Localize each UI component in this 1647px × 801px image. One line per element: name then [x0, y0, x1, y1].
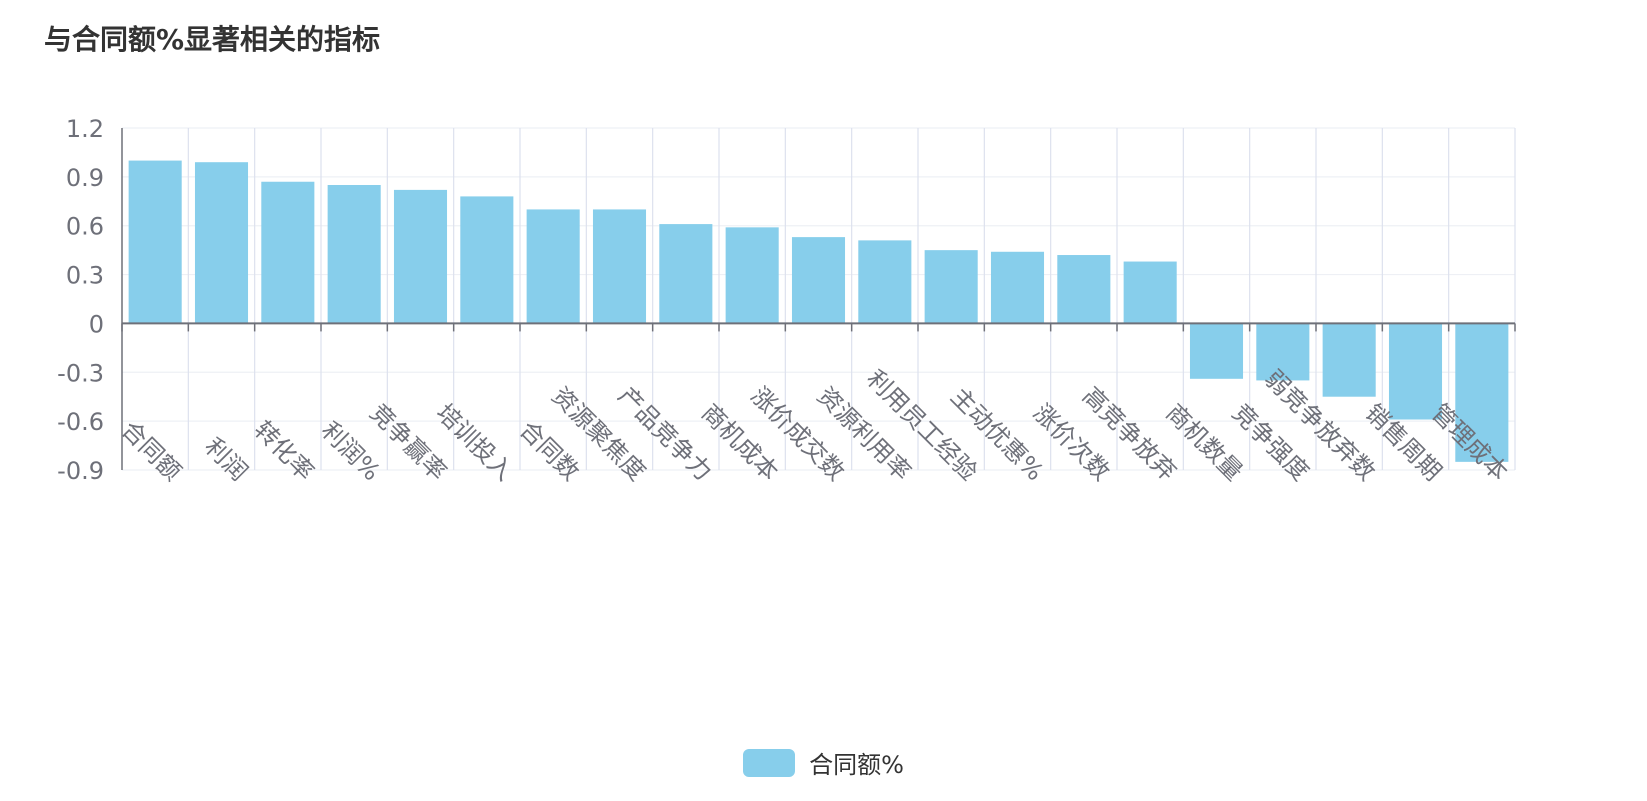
y-tick-label: 0.3 — [66, 262, 104, 290]
x-tick-label: 利润 — [199, 433, 253, 487]
y-tick-label: 0.9 — [66, 164, 104, 192]
legend-label: 合同额% — [809, 751, 904, 779]
y-tick-label: 0 — [89, 310, 104, 338]
bar-series — [128, 160, 1509, 462]
chart-title: 与合同额%显著相关的指标 — [44, 23, 381, 56]
bar[interactable] — [460, 196, 514, 324]
bar[interactable] — [924, 250, 978, 324]
bar[interactable] — [1057, 255, 1111, 324]
bar[interactable] — [261, 181, 315, 324]
y-tick-label: 0.6 — [66, 213, 104, 241]
y-tick-label: -0.3 — [57, 359, 104, 387]
bar[interactable] — [327, 185, 381, 324]
bar[interactable] — [659, 224, 713, 324]
y-tick-label: -0.9 — [57, 457, 104, 485]
legend-swatch — [743, 748, 796, 777]
legend[interactable]: 合同额% — [0, 745, 1647, 780]
y-tick-label: 1.2 — [66, 115, 104, 143]
y-axis-labels: 1.2 0.9 0.6 0.3 0 -0.3 -0.6 -0.9 — [57, 115, 104, 485]
bar[interactable] — [1455, 323, 1509, 462]
bar[interactable] — [1322, 323, 1376, 397]
x-axis-labels: 合同额 利润转化率利润%竞争赢率培训投入合同数资源聚焦度产品竞争力商机成本涨价成交… — [116, 365, 1513, 487]
y-tick-label: -0.6 — [57, 408, 104, 436]
bar[interactable] — [990, 251, 1045, 324]
bar[interactable] — [791, 237, 846, 324]
bar[interactable] — [858, 240, 912, 324]
bar[interactable] — [592, 209, 647, 324]
bar[interactable] — [128, 160, 182, 324]
bar[interactable] — [393, 189, 448, 324]
bar[interactable] — [526, 209, 580, 324]
bar[interactable] — [725, 227, 779, 324]
bar[interactable] — [1123, 261, 1177, 324]
x-tick-label: 转化率 — [249, 416, 320, 487]
bar[interactable] — [194, 162, 249, 324]
x-tick-label: 合同额 — [116, 416, 187, 487]
bar[interactable] — [1256, 323, 1310, 381]
bar[interactable] — [1189, 323, 1244, 379]
axes — [121, 128, 1516, 470]
bar[interactable] — [1388, 323, 1443, 420]
